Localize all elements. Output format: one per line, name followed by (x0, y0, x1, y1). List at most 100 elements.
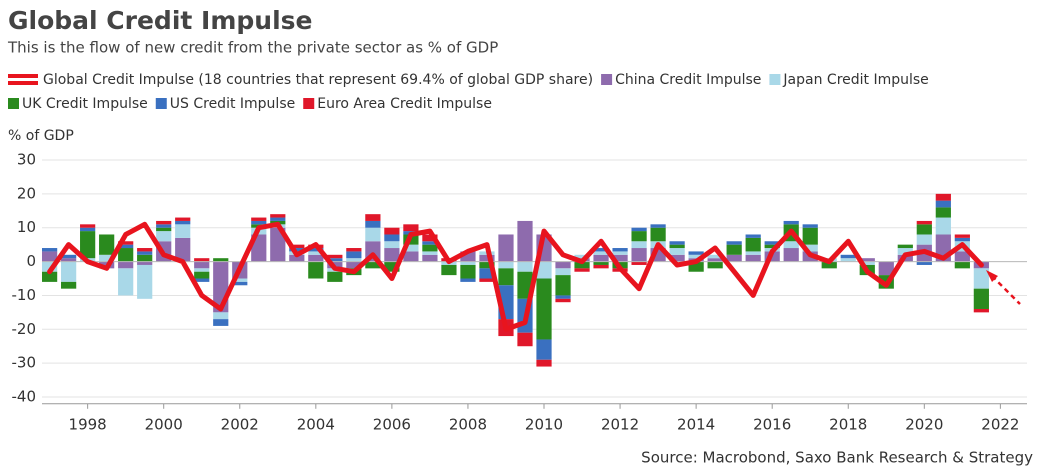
x-tick-label: 2008 (449, 415, 487, 433)
bar (232, 281, 248, 286)
bar (80, 231, 96, 259)
bar (688, 251, 704, 255)
bar (707, 254, 723, 259)
legend-item: Euro Area Credit Impulse (303, 96, 492, 112)
bar (555, 275, 571, 296)
bar (441, 264, 457, 276)
bar (574, 254, 590, 259)
bar (327, 254, 343, 259)
legend-swatch (769, 74, 781, 85)
bar (213, 258, 229, 262)
x-tick-label: 2000 (145, 415, 183, 433)
bar (479, 278, 495, 282)
bar (137, 261, 153, 265)
legend-label: China Credit Impulse (615, 72, 761, 88)
bar (593, 251, 609, 255)
bar (574, 268, 590, 272)
bar (954, 261, 970, 269)
legend-item: Global Credit Impulse (18 countries that… (8, 72, 593, 88)
bar (384, 261, 400, 272)
bar (479, 254, 495, 262)
bar (973, 268, 989, 289)
bar (42, 251, 58, 262)
bar (251, 220, 267, 225)
legend-swatch (601, 74, 613, 85)
bar (365, 214, 381, 221)
bar (61, 254, 77, 259)
bar (403, 251, 419, 262)
bar (916, 261, 932, 265)
y-tick-label: 20 (17, 184, 36, 202)
bar (175, 217, 191, 221)
bar (973, 288, 989, 309)
bar (897, 248, 913, 255)
x-tick-label: 2020 (905, 415, 943, 433)
x-tick-label: 1998 (69, 415, 107, 433)
bar (42, 261, 58, 272)
legend-swatch (155, 98, 167, 109)
bar (688, 261, 704, 272)
bar (612, 248, 628, 252)
bar (118, 241, 134, 245)
bar (593, 248, 609, 252)
bar (935, 200, 951, 208)
legend-label: US Credit Impulse (170, 96, 295, 112)
bar (479, 261, 495, 269)
bar (346, 251, 362, 259)
bar (726, 254, 742, 262)
legend-label: Japan Credit Impulse (782, 72, 928, 88)
bar (498, 261, 514, 269)
bar (99, 234, 115, 255)
bar (954, 237, 970, 242)
bar (308, 248, 324, 252)
bar (954, 251, 970, 262)
bar (175, 237, 191, 262)
bar (156, 227, 172, 232)
bar (517, 220, 533, 262)
bar (327, 258, 343, 262)
bar (973, 308, 989, 313)
x-tick-label: 2004 (297, 415, 335, 433)
y-tick-label: -10 (12, 286, 37, 304)
bar (118, 268, 134, 296)
bar (593, 261, 609, 265)
bar (175, 220, 191, 225)
x-tick-label: 2014 (677, 415, 715, 433)
legend-item: UK Credit Impulse (8, 96, 148, 112)
bar (783, 248, 799, 262)
bar (745, 237, 761, 252)
bar (42, 271, 58, 282)
bar (422, 234, 438, 242)
bar (916, 234, 932, 245)
x-tick-label: 2012 (601, 415, 639, 433)
bar (384, 227, 400, 235)
bar (859, 258, 875, 262)
bar (270, 227, 286, 262)
bar (289, 254, 305, 262)
bar (403, 224, 419, 232)
legend-label: Euro Area Credit Impulse (317, 96, 492, 112)
bar (726, 241, 742, 245)
bar (460, 278, 476, 282)
bar (403, 244, 419, 252)
bar (878, 261, 894, 276)
bar (365, 227, 381, 242)
bar (422, 241, 438, 245)
bar (745, 251, 761, 255)
bar (745, 234, 761, 238)
bar (783, 241, 799, 249)
bar (935, 193, 951, 201)
y-tick-label: -20 (12, 320, 37, 338)
bar (80, 224, 96, 228)
bar (289, 244, 305, 249)
legend-item: China Credit Impulse (601, 72, 761, 88)
bar (802, 244, 818, 252)
bar (479, 268, 495, 279)
legend-label: Global Credit Impulse (18 countries that… (43, 72, 593, 88)
y-tick-label: -30 (12, 354, 37, 372)
x-tick-label: 2010 (525, 415, 563, 433)
bar (555, 295, 571, 299)
bar (308, 251, 324, 255)
bar (859, 261, 875, 265)
bar (118, 261, 134, 269)
